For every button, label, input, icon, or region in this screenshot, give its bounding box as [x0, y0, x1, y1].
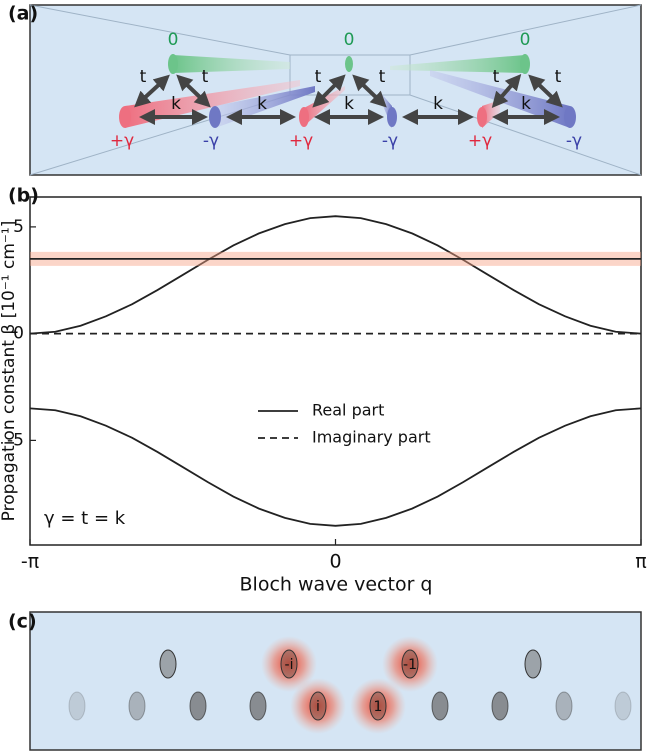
amplitude-label: 1 — [374, 699, 383, 715]
waveguide-label: -γ — [566, 131, 582, 151]
waveguide-label: +γ — [110, 131, 134, 151]
waveguide — [128, 691, 146, 721]
legend-label: Real part — [312, 401, 384, 420]
waveguide — [491, 691, 509, 721]
waveguide — [249, 691, 267, 721]
panel-frame — [29, 611, 642, 751]
annotation: γ = t = k — [44, 508, 126, 529]
panel-label: (c) — [8, 611, 37, 633]
y-axis-label: Propagation constant β [10⁻¹ cm⁻¹] — [0, 221, 19, 522]
waveguide-label: 0 — [520, 30, 531, 50]
waveguide-label: t — [493, 67, 500, 87]
waveguide-label: k — [521, 94, 531, 114]
waveguide-label: k — [171, 94, 181, 114]
waveguide-label: k — [433, 94, 443, 114]
waveguide-label: k — [344, 94, 354, 114]
waveguide-label: +γ — [289, 131, 313, 151]
waveguide-label: t — [140, 67, 147, 87]
panel-label: (b) — [8, 185, 39, 207]
panel-label: (a) — [8, 3, 38, 25]
waveguide — [309, 691, 327, 721]
waveguide-label: 0 — [344, 30, 355, 50]
series-line — [29, 407, 642, 527]
waveguide — [401, 649, 419, 679]
waveguide-label: +γ — [468, 131, 492, 151]
panel-a — [29, 4, 642, 176]
waveguide-label: t — [202, 67, 209, 87]
waveguide — [555, 691, 573, 721]
waveguide — [280, 649, 298, 679]
x-tick-label: 0 — [329, 551, 341, 573]
waveguide-label: -γ — [382, 131, 398, 151]
waveguide-label: t — [555, 67, 562, 87]
waveguide — [159, 649, 177, 679]
y-tick-label: -5 — [7, 430, 24, 450]
x-tick-label: -π — [21, 551, 39, 573]
legend-label: Imaginary part — [312, 428, 431, 447]
waveguide-label: 0 — [168, 30, 179, 50]
waveguide — [431, 691, 449, 721]
waveguide-label: -γ — [203, 131, 219, 151]
y-tick-label: 0 — [13, 324, 24, 344]
waveguide-label: t — [315, 67, 322, 87]
x-axis-label: Bloch wave vector q — [240, 574, 433, 596]
coupling-arrows — [134, 73, 563, 125]
waveguide — [369, 691, 387, 721]
amplitude-label: -1 — [403, 657, 417, 673]
y-tick-label: 5 — [13, 217, 24, 237]
waveguide — [524, 649, 542, 679]
plot-frame — [29, 196, 642, 546]
waveguide — [614, 691, 632, 721]
series-line — [29, 215, 642, 335]
x-tick-label: π — [635, 551, 646, 573]
waveguide-label: t — [379, 67, 386, 87]
amplitude-label: -i — [285, 657, 294, 673]
amplitude-label: i — [316, 699, 320, 715]
waveguide — [189, 691, 207, 721]
waveguide — [68, 691, 86, 721]
perspective-lines — [29, 4, 642, 176]
panel-c: -i -1 i 1 — [29, 611, 642, 751]
waveguide-label: k — [257, 94, 267, 114]
